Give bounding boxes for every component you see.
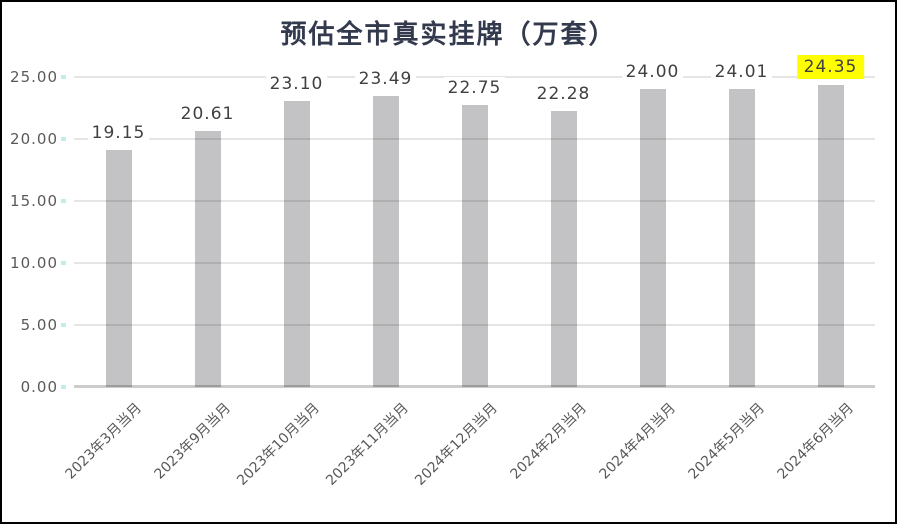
bar-value-label: 24.35 [796, 55, 865, 80]
bar [105, 149, 132, 387]
bar-value-label: 23.10 [265, 72, 328, 95]
bar [550, 110, 577, 387]
y-axis-tick-label: 15.00 [10, 192, 58, 210]
x-axis-label: 2024年2月当月 [507, 400, 590, 483]
x-axis-label: 2024年4月当月 [596, 400, 679, 483]
y-axis-tick-label: 5.00 [20, 316, 58, 334]
bar-value-label: 23.49 [354, 67, 417, 90]
y-axis-tick-mark [61, 385, 66, 389]
y-axis-tick-label: 25.00 [10, 68, 58, 86]
chart-title: 预估全市真实挂牌（万套） [280, 20, 617, 50]
x-axis-label: 2024年12月当月 [412, 400, 501, 489]
x-axis-label: 2024年6月当月 [774, 400, 857, 483]
bar [283, 100, 310, 387]
bar [194, 131, 221, 387]
bar-value-label: 22.75 [443, 76, 506, 99]
gridline [74, 138, 875, 140]
bar [639, 89, 666, 387]
y-axis-tick-label: 10.00 [10, 254, 58, 272]
bar [817, 85, 844, 387]
y-axis-tick-mark [61, 137, 66, 141]
bar-value-label: 24.00 [621, 61, 684, 84]
y-axis-tick-label: 20.00 [10, 130, 58, 148]
y-axis-tick-mark [61, 261, 66, 265]
bar [461, 104, 488, 387]
gridline [74, 324, 875, 326]
bar-value-label: 19.15 [87, 121, 150, 144]
bar-value-label: 22.28 [532, 82, 595, 105]
y-axis-tick-mark [61, 199, 66, 203]
y-axis-tick-label: 0.00 [20, 378, 58, 396]
gridline [74, 200, 875, 202]
gridline [74, 262, 875, 264]
plot-area: 0.00 5.00 10.00 15.00 20.00 25.00 19.15 2023年3月… [10, 55, 875, 489]
y-axis-tick-mark [61, 75, 66, 79]
x-axis-label: 2024年5月当月 [685, 400, 768, 483]
x-axis-label: 2023年9月当月 [151, 400, 234, 483]
bar [372, 95, 399, 387]
x-axis-line [74, 385, 875, 388]
y-axis-tick-mark [61, 323, 66, 327]
bar-value-label: 24.01 [710, 61, 773, 84]
x-axis-label: 2023年11月当月 [323, 400, 412, 489]
x-axis-label: 2023年3月当月 [62, 400, 145, 483]
bar-value-label: 20.61 [176, 103, 239, 126]
bar [728, 89, 755, 387]
x-axis-label: 2023年10月当月 [234, 400, 323, 489]
